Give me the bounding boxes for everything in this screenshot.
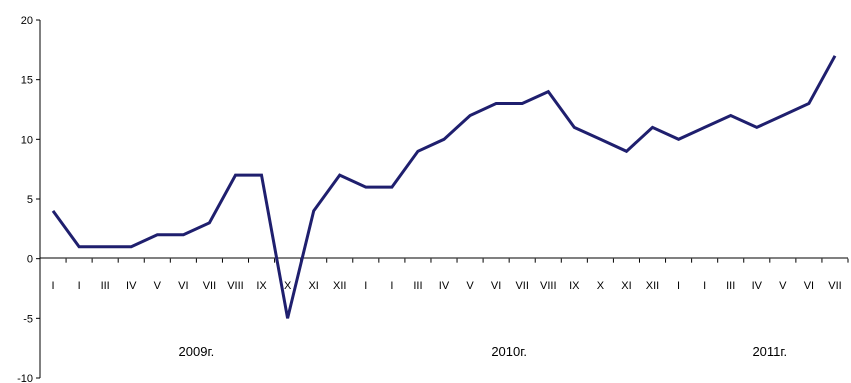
year-label: 2009г.	[179, 344, 215, 359]
y-tick-label: 15	[21, 75, 33, 87]
x-tick-label: VI	[491, 280, 501, 292]
x-tick-label: I	[364, 280, 367, 292]
x-tick-label: VIII	[540, 280, 557, 292]
x-tick-label: I	[390, 280, 393, 292]
x-tick-label: III	[101, 280, 110, 292]
year-labels: 2009г. 2010г. 2011г.	[179, 344, 788, 359]
x-tick-label: VII	[828, 280, 841, 292]
x-tick-label: V	[779, 280, 787, 292]
y-tick-label: -5	[23, 313, 33, 325]
year-label: 2010г.	[491, 344, 527, 359]
x-tick-label: V	[154, 280, 162, 292]
x-tick-label: III	[413, 280, 422, 292]
x-tick-label: X	[284, 280, 292, 292]
x-tick-label: I	[703, 280, 706, 292]
x-tick-label: I	[52, 280, 55, 292]
y-tick-label: 20	[21, 15, 33, 27]
x-tick-label: IX	[569, 280, 580, 292]
year-label: 2011г.	[752, 344, 787, 359]
x-tick-label: XI	[308, 280, 318, 292]
y-tick-label: 5	[27, 194, 33, 206]
x-ticks: I I III IV V VI VII VIII IX X XI XII I I III IV V VI VII VI…	[39, 258, 849, 292]
x-tick-label: VII	[203, 280, 216, 292]
x-tick-label: XII	[646, 280, 659, 292]
x-tick-label: IV	[752, 280, 763, 292]
x-tick-label: I	[677, 280, 680, 292]
x-tick-label: III	[726, 280, 735, 292]
x-tick-label: I	[78, 280, 81, 292]
x-tick-label: VIII	[227, 280, 244, 292]
x-tick-label: V	[466, 280, 474, 292]
x-tick-label: VI	[178, 280, 188, 292]
y-ticks: 20 15 10 5 0 -5 -10	[17, 15, 40, 383]
x-tick-label: IV	[439, 280, 450, 292]
x-tick-label: VII	[515, 280, 528, 292]
x-tick-label: VI	[804, 280, 814, 292]
y-tick-label: 10	[21, 134, 33, 146]
series-line	[51, 55, 837, 319]
x-tick-label: IX	[256, 280, 267, 292]
x-tick-label: XI	[621, 280, 631, 292]
x-tick-label: XII	[333, 280, 346, 292]
y-tick-label: 0	[27, 254, 33, 266]
x-tick-label: IV	[126, 280, 137, 292]
y-tick-label: -10	[17, 373, 33, 383]
x-tick-label: X	[597, 280, 605, 292]
